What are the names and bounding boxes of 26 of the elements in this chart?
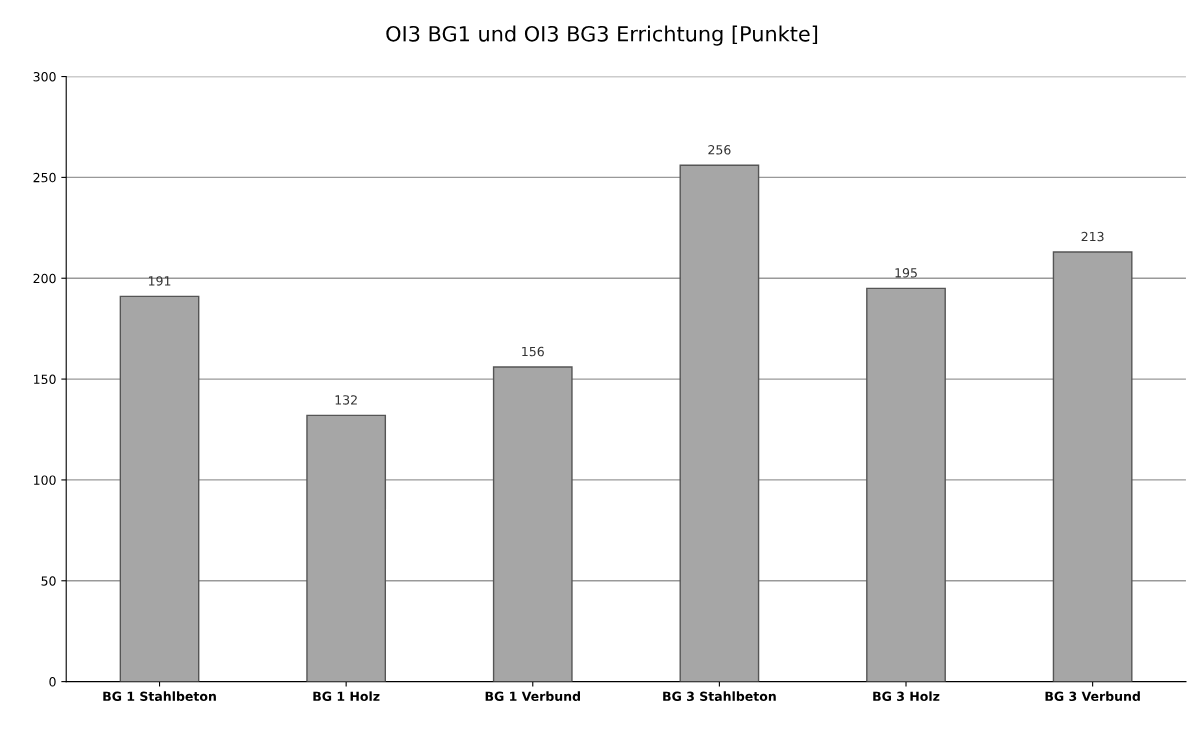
data-label: 191: [148, 276, 171, 286]
y-tick-label: 50: [41, 576, 56, 586]
y-tick-label: 250: [33, 172, 56, 183]
y-tick-label: 300: [33, 72, 56, 82]
bar: [492, 366, 573, 682]
data-label: 256: [708, 145, 731, 155]
bar: [119, 295, 200, 682]
bar: [679, 164, 760, 682]
x-tick-label: BG 3 Holz: [873, 691, 940, 702]
data-label: 195: [895, 268, 917, 278]
data-label: 132: [335, 395, 357, 405]
x-tick-label: BG 1 Stahlbeton: [103, 691, 216, 702]
data-label: 213: [1081, 231, 1104, 242]
chart-title: OI3 BG1 und OI3 BG3 Errichtung [Punkte]: [386, 25, 818, 46]
x-tick-label: BG 1 Holz: [313, 691, 380, 702]
data-label: 156: [522, 346, 544, 357]
x-tick-label: BG 3 Verbund: [1045, 691, 1140, 702]
y-tick-label: 0: [49, 677, 56, 687]
y-tick-label: 200: [33, 273, 56, 284]
bar: [1052, 251, 1133, 682]
bar: [866, 287, 946, 682]
y-tick-label: 150: [34, 374, 56, 385]
bar: [306, 414, 387, 682]
x-tick-label: BG 3 Stahlbeton: [663, 691, 776, 702]
y-tick-label: 100: [34, 475, 56, 485]
x-tick-label: BG 1 Verbund: [485, 691, 580, 702]
